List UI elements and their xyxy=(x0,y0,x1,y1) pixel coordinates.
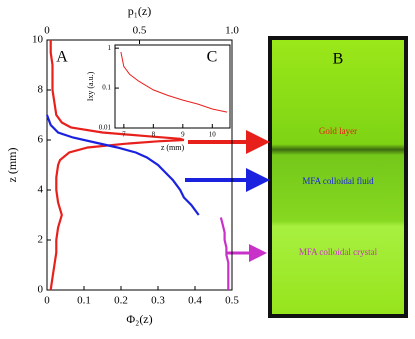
x2-tick-label: 0.5 xyxy=(133,25,147,37)
x2-tick-label: 0 xyxy=(44,25,50,37)
layer-label: MFA colloidal crystal xyxy=(299,247,378,257)
data-line xyxy=(219,217,230,290)
x-tick-label: 0.1 xyxy=(77,295,91,307)
x-axis-label: z (mm) xyxy=(161,143,185,152)
x-axis-label: Φ₂(z) xyxy=(126,312,152,326)
x-tick-label: 10 xyxy=(209,131,217,139)
x-tick-label: 0 xyxy=(44,295,50,307)
x-tick-label: 0.5 xyxy=(225,295,239,307)
x-tick-label: 0.3 xyxy=(151,295,165,307)
data-line xyxy=(45,114,200,216)
photo xyxy=(272,40,404,314)
panel-label: B xyxy=(333,51,344,68)
layer-label: MFA colloidal fluid xyxy=(302,176,374,186)
y-tick-label: 0.1 xyxy=(102,84,111,92)
y-tick-label: 1 xyxy=(108,44,112,52)
y-tick-label: 0.01 xyxy=(99,124,112,132)
y-tick-label: 10 xyxy=(32,34,44,46)
data-line xyxy=(49,40,185,291)
x-tick-label: 9 xyxy=(181,131,185,139)
x2-axis-label: p₁(z) xyxy=(128,4,152,18)
y-tick-label: 6 xyxy=(38,134,44,146)
x-tick-label: 0.4 xyxy=(188,295,202,307)
x-tick-label: 7 xyxy=(122,131,126,139)
x2-tick-label: 1.0 xyxy=(225,25,239,37)
y-axis-label: Ixy (a.u.) xyxy=(86,71,95,101)
y-tick-label: 2 xyxy=(38,234,44,246)
y-tick-label: 8 xyxy=(38,84,44,96)
y-axis-label: z (mm) xyxy=(5,148,19,183)
y-tick-label: 0 xyxy=(38,284,44,296)
data-line xyxy=(120,51,228,113)
panel-label: A xyxy=(56,49,68,66)
x-tick-label: 0.2 xyxy=(114,295,128,307)
x-tick-label: 8 xyxy=(152,131,156,139)
y-tick-label: 4 xyxy=(38,184,44,196)
plot-frame xyxy=(114,44,231,129)
layer-label: Gold layer xyxy=(319,126,357,136)
panel-label: C xyxy=(207,49,218,66)
plot-frame xyxy=(46,39,233,291)
